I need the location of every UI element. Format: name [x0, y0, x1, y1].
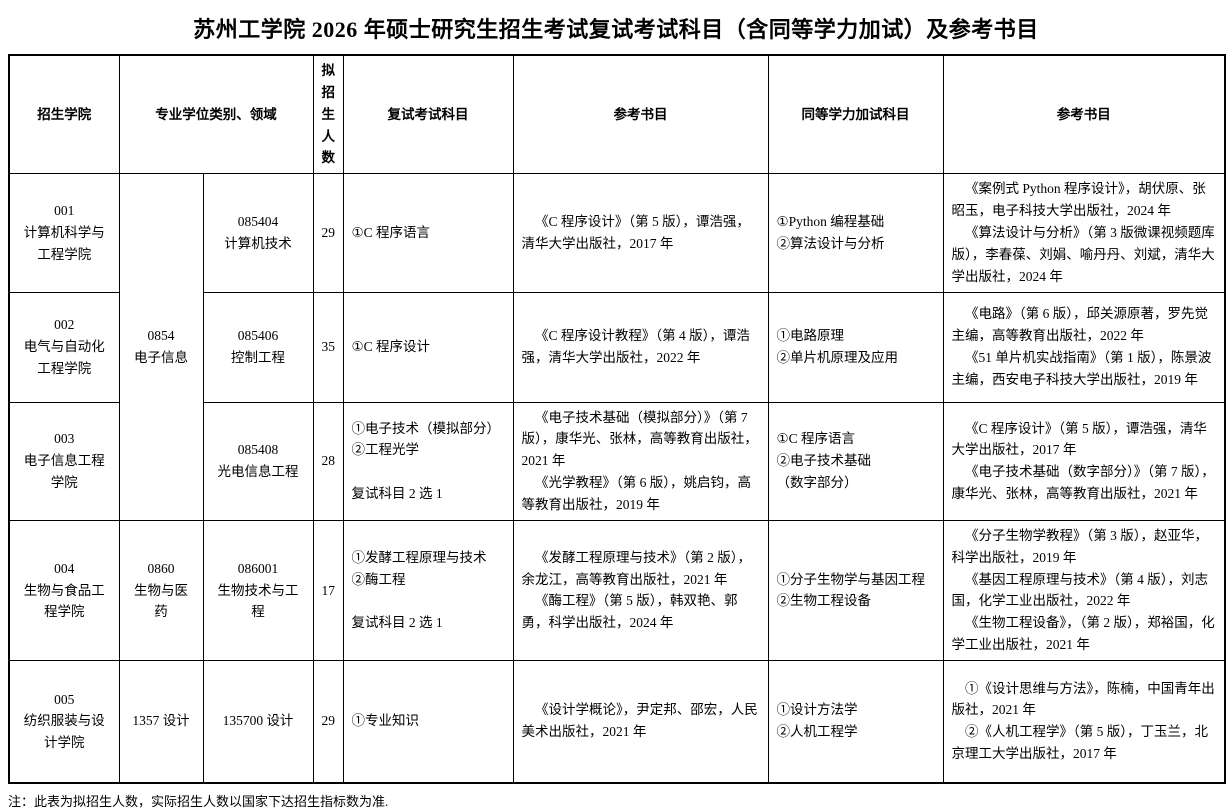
field-cell: 086001 生物技术与工程 [202, 519, 314, 662]
reference-book-entry: 《电路》（第 6 版），邱关源原著，罗先觉主编，高等教育出版社，2022 年 [951, 306, 1209, 344]
category-cell-0860: 0860 生物与医药 [118, 519, 204, 662]
enrollment-cell: 17 [312, 519, 344, 662]
reference-book-entry: 《生物工程设备》，（第 2 版），郑裕国，化学工业出版社，2021 年 [951, 615, 1215, 653]
reference-book-entry: ②《人机工程学》（第 5 版），丁玉兰，北京理工大学出版社，2017 年 [951, 724, 1209, 762]
enrollment-cell: 28 [312, 401, 344, 521]
header-college: 招生学院 [8, 54, 120, 175]
reference-book-entry: 《设计学概论》，尹定邦、邵宏，人民美术出版社，2021 年 [521, 702, 758, 740]
college-cell: 004 生物与食品工程学院 [8, 519, 120, 662]
retest-subjects-cell: ①电子技术（模拟部分） ②工程光学 复试科目 2 选 1 [342, 401, 514, 521]
reference-books-cell: 《设计学概论》，尹定邦、邵宏，人民美术出版社，2021 年 [512, 660, 769, 784]
reference-book-entry: 《电子技术基础（数字部分）》（第 7 版），康华光、张林，高等教育出版社，202… [951, 464, 1215, 502]
enrollment-cell: 35 [312, 291, 344, 403]
reference-book-entry: 《C 程序设计教程》（第 4 版），谭浩强，清华大学出版社，2022 年 [521, 328, 750, 366]
field-cell: 085408 光电信息工程 [202, 401, 314, 521]
category-cell-1357: 1357 设计 [118, 660, 204, 784]
reference-book-entry: 《分子生物学教程》（第 3 版），赵亚华，科学出版社，2019 年 [951, 527, 1209, 565]
enrollment-cell: 29 [312, 660, 344, 784]
retest-subjects-cell: ①C 程序语言 [342, 173, 514, 293]
header-row: 招生学院 专业学位类别、领域 拟招生人数 复试考试科目 参考书目 同等学力加试科… [8, 54, 1226, 175]
page-title: 苏州工学院 2026 年硕士研究生招生考试复试考试科目（含同等学力加试）及参考书… [193, 17, 1039, 42]
reference-books-cell: 《C 程序设计》（第 5 版），谭浩强，清华大学出版社，2017 年 [512, 173, 769, 293]
category-cell-0854: 0854 电子信息 [118, 173, 204, 521]
equivalency-books-cell: 《电路》（第 6 版），邱关源原著，罗先觉主编，高等教育出版社，2022 年《5… [942, 291, 1226, 403]
enrollment-cell: 29 [312, 173, 344, 293]
reference-books-cell: 《电子技术基础（模拟部分）》（第 7 版），康华光、张林，高等教育出版社，202… [512, 401, 769, 521]
header-planned-enrollment: 拟招生人数 [312, 54, 344, 175]
admission-table: 招生学院 专业学位类别、领域 拟招生人数 复试考试科目 参考书目 同等学力加试科… [8, 54, 1226, 784]
equivalency-books-cell: 《分子生物学教程》（第 3 版），赵亚华，科学出版社，2019 年《基因工程原理… [942, 519, 1226, 662]
retest-subjects-cell: ①专业知识 [342, 660, 514, 784]
equivalency-subjects-cell: ①C 程序语言 ②电子技术基础 （数字部分） [767, 401, 944, 521]
reference-book-entry: 《算法设计与分析》（第 3 版微课视频题库版），李春葆、刘娟、喻丹丹、刘斌，清华… [951, 225, 1215, 284]
reference-book-entry: 《酶工程》（第 5 版），韩双艳、郭勇，科学出版社，2024 年 [521, 593, 738, 631]
equivalency-subjects-cell: ①设计方法学 ②人机工程学 [767, 660, 944, 784]
reference-book-entry: 《51 单片机实战指南》（第 1 版），陈景波主编，西安电子科技大学出版社，20… [951, 350, 1212, 387]
reference-book-entry: 《案例式 Python 程序设计》，胡伏原、张昭玉，电子科技大学出版社，2024… [951, 181, 1206, 219]
reference-book-entry: 《电子技术基础（模拟部分）》（第 7 版），康华光、张林，高等教育出版社，202… [521, 409, 758, 469]
equivalency-subjects-cell: ①电路原理 ②单片机原理及应用 [767, 291, 944, 403]
equivalency-books-cell: 《案例式 Python 程序设计》，胡伏原、张昭玉，电子科技大学出版社，2024… [942, 173, 1226, 293]
reference-book-entry: ①《设计思维与方法》，陈楠，中国青年出版社，2021 年 [951, 680, 1215, 718]
college-cell: 002 电气与自动化工程学院 [8, 291, 120, 403]
reference-books-cell: 《发酵工程原理与技术》（第 2 版），余龙江，高等教育出版社，2021 年《酶工… [512, 519, 769, 662]
equivalency-subjects-cell: ①分子生物学与基因工程 ②生物工程设备 [767, 519, 944, 662]
retest-subjects-cell: ①C 程序设计 [342, 291, 514, 403]
equivalency-subjects-cell: ①Python 编程基础 ②算法设计与分析 [767, 173, 944, 293]
table-row-004: 004 生物与食品工程学院 0860 生物与医药 086001 生物技术与工程 … [8, 519, 1226, 662]
footnote: 注：此表为拟招生人数，实际招生人数以国家下达招生指标数为准. [8, 793, 389, 809]
field-cell: 135700 设计 [202, 660, 314, 784]
retest-subjects-cell: ①发酵工程原理与技术 ②酶工程 复试科目 2 选 1 [342, 519, 514, 662]
header-equivalency-subjects: 同等学力加试科目 [767, 54, 944, 175]
reference-book-entry: 《C 程序设计》（第 5 版），谭浩强，清华大学出版社，2017 年 [951, 420, 1207, 458]
header-category-field: 专业学位类别、领域 [118, 54, 314, 175]
college-cell: 005 纺织服装与设计学院 [8, 660, 120, 784]
table-row-003: 003 电子信息工程学院 085408 光电信息工程 28 ①电子技术（模拟部分… [8, 401, 1226, 521]
college-cell: 001 计算机科学与工程学院 [8, 173, 120, 293]
college-cell: 003 电子信息工程学院 [8, 401, 120, 521]
header-reference-books: 参考书目 [512, 54, 769, 175]
equivalency-books-cell: 《C 程序设计》（第 5 版），谭浩强，清华大学出版社，2017 年《电子技术基… [942, 401, 1226, 521]
header-retest-subjects: 复试考试科目 [342, 54, 514, 175]
equivalency-books-cell: ①《设计思维与方法》，陈楠，中国青年出版社，2021 年 ②《人机工程学》（第 5… [942, 660, 1226, 784]
field-cell: 085406 控制工程 [202, 291, 314, 403]
reference-book-entry: 《光学教程》（第 6 版），姚启钧，高等教育出版社，2019 年 [521, 475, 752, 513]
table-row-001: 001 计算机科学与工程学院 0854 电子信息 085404 计算机技术 29… [8, 173, 1226, 521]
reference-books-cell: 《C 程序设计教程》（第 4 版），谭浩强，清华大学出版社，2022 年 [512, 291, 769, 403]
header-equivalency-reference-books: 参考书目 [942, 54, 1226, 175]
reference-book-entry: 《发酵工程原理与技术》（第 2 版），余龙江，高等教育出版社，2021 年 [521, 549, 752, 587]
table-row-002: 002 电气与自动化工程学院 085406 控制工程 35 ①C 程序设计 《C… [8, 291, 1226, 403]
reference-book-entry: 《基因工程原理与技术》（第 4 版），刘志国，化学工业出版社，2022 年 [951, 571, 1209, 609]
field-cell: 085404 计算机技术 [202, 173, 314, 293]
reference-book-entry: 《C 程序设计》（第 5 版），谭浩强，清华大学出版社，2017 年 [521, 214, 750, 251]
table-row-005: 005 纺织服装与设计学院 1357 设计 135700 设计 29 ①专业知识… [8, 660, 1226, 784]
